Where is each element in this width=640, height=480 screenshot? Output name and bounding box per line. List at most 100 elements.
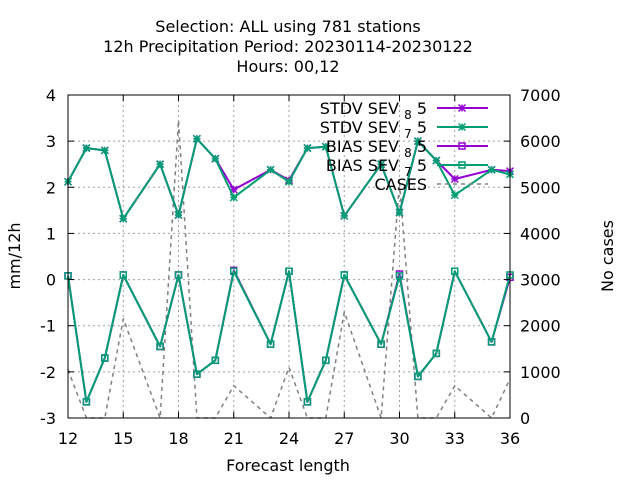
data-point xyxy=(174,210,183,220)
x-tick-label: 15 xyxy=(113,429,133,448)
legend-label-tail: 5 xyxy=(412,118,427,137)
legend-label: STDV SEV 7 5 xyxy=(320,118,427,141)
legend-label-main: BIAS SEV xyxy=(326,137,399,156)
legend-entry: STDV SEV 7 5 xyxy=(320,118,488,141)
data-point xyxy=(414,372,422,381)
data-point xyxy=(487,165,496,174)
data-point xyxy=(432,349,441,358)
data-point xyxy=(322,356,330,365)
x-tick-label: 33 xyxy=(445,429,465,448)
legend-marker xyxy=(457,122,467,132)
data-point xyxy=(451,267,459,276)
y2-tick-label: 7000 xyxy=(520,86,561,105)
y-tick-label: 4 xyxy=(46,86,56,105)
legend-label-main: STDV SEV xyxy=(320,99,399,118)
y-axis-label: mm/12h xyxy=(5,222,24,289)
y2-axis-label: No cases xyxy=(598,220,617,292)
legend-label-main: STDV SEV xyxy=(320,118,399,137)
data-point xyxy=(377,160,386,169)
data-point xyxy=(395,208,404,217)
data-point xyxy=(266,340,275,348)
data-point xyxy=(266,165,275,174)
legend-label-sub: 7 xyxy=(404,127,412,141)
data-point xyxy=(377,340,385,348)
x-tick-label: 24 xyxy=(279,429,299,448)
data-point xyxy=(229,193,238,202)
y-tick-label: -1 xyxy=(40,317,56,336)
legend-label-main: BIAS SEV xyxy=(326,156,399,175)
data-point xyxy=(340,211,349,220)
legend-label-tail: 5 xyxy=(412,156,427,175)
data-point xyxy=(432,156,441,165)
legend-label: BIAS SEV 8 5 xyxy=(326,137,427,160)
data-point xyxy=(211,356,220,365)
legend-marker xyxy=(458,142,466,150)
title-line-1: Selection: ALL using 781 stations xyxy=(155,17,420,36)
y-tick-label: 1 xyxy=(46,224,56,243)
y-tick-label: -2 xyxy=(40,363,56,382)
series-stdv-sev-7-5 xyxy=(63,134,515,223)
legend-label-sub: 7 xyxy=(404,165,412,179)
data-point xyxy=(119,214,128,223)
legend-entry: BIAS SEV 7 5 xyxy=(326,156,488,179)
data-point xyxy=(192,134,201,143)
data-point xyxy=(230,267,238,276)
legend-marker xyxy=(458,161,466,169)
y2-tick-label: 1000 xyxy=(520,363,561,382)
x-tick-label: 21 xyxy=(224,429,244,448)
data-point xyxy=(100,146,109,155)
data-point xyxy=(303,144,312,153)
legend-entry: BIAS SEV 8 5 xyxy=(326,137,488,160)
x-axis-label: Forecast length xyxy=(226,456,350,475)
data-point xyxy=(82,144,91,153)
y-tick-label: -3 xyxy=(40,409,56,428)
y-tick-label: 2 xyxy=(46,178,56,197)
series-line xyxy=(67,270,511,403)
data-point xyxy=(101,354,109,362)
data-point xyxy=(174,271,183,279)
data-point xyxy=(156,160,165,169)
data-point xyxy=(450,174,459,184)
data-point xyxy=(82,398,91,406)
x-tick-label: 30 xyxy=(389,429,409,448)
data-point xyxy=(211,154,220,163)
y-tick-label: 0 xyxy=(46,271,56,290)
legend-entry: CASES xyxy=(374,175,488,194)
x-tick-label: 27 xyxy=(334,429,354,448)
data-point xyxy=(321,142,330,151)
legend-label-main: CASES xyxy=(374,175,427,194)
legend-label-sub: 8 xyxy=(404,146,412,160)
legend-label-sub: 8 xyxy=(404,108,412,122)
legend-label: STDV SEV 8 5 xyxy=(320,99,427,122)
data-point xyxy=(413,137,422,146)
data-point xyxy=(284,177,294,186)
title-line-2: 12h Precipitation Period: 20230114-20230… xyxy=(103,37,473,56)
legend-label: BIAS SEV 7 5 xyxy=(326,156,427,179)
data-point xyxy=(340,271,348,279)
y2-tick-label: 6000 xyxy=(520,132,561,151)
x-tick-label: 18 xyxy=(168,429,188,448)
data-point xyxy=(303,398,312,406)
title-line-3: Hours: 00,12 xyxy=(236,57,339,76)
legend-entry: STDV SEV 8 5 xyxy=(320,99,488,122)
x-tick-label: 36 xyxy=(500,429,520,448)
ticks: 12 15 18 21 24 27 30 33 36-3-2-10123401000200030… xyxy=(40,86,561,448)
legend-label-tail: 5 xyxy=(412,99,427,118)
y-tick-label: 3 xyxy=(46,132,56,151)
y2-tick-label: 3000 xyxy=(520,271,561,290)
data-point xyxy=(119,271,127,279)
y2-tick-label: 5000 xyxy=(520,178,561,197)
y2-tick-label: 0 xyxy=(520,409,530,428)
legend-label-tail: 5 xyxy=(412,137,427,156)
data-point xyxy=(156,342,164,351)
legend-label: CASES xyxy=(374,175,427,194)
x-tick-label: 12 xyxy=(58,429,78,448)
data-point xyxy=(395,272,404,280)
data-point xyxy=(285,267,293,276)
data-point xyxy=(193,370,201,378)
y2-tick-label: 4000 xyxy=(520,224,561,243)
grid xyxy=(68,95,510,418)
data-point xyxy=(487,338,496,346)
